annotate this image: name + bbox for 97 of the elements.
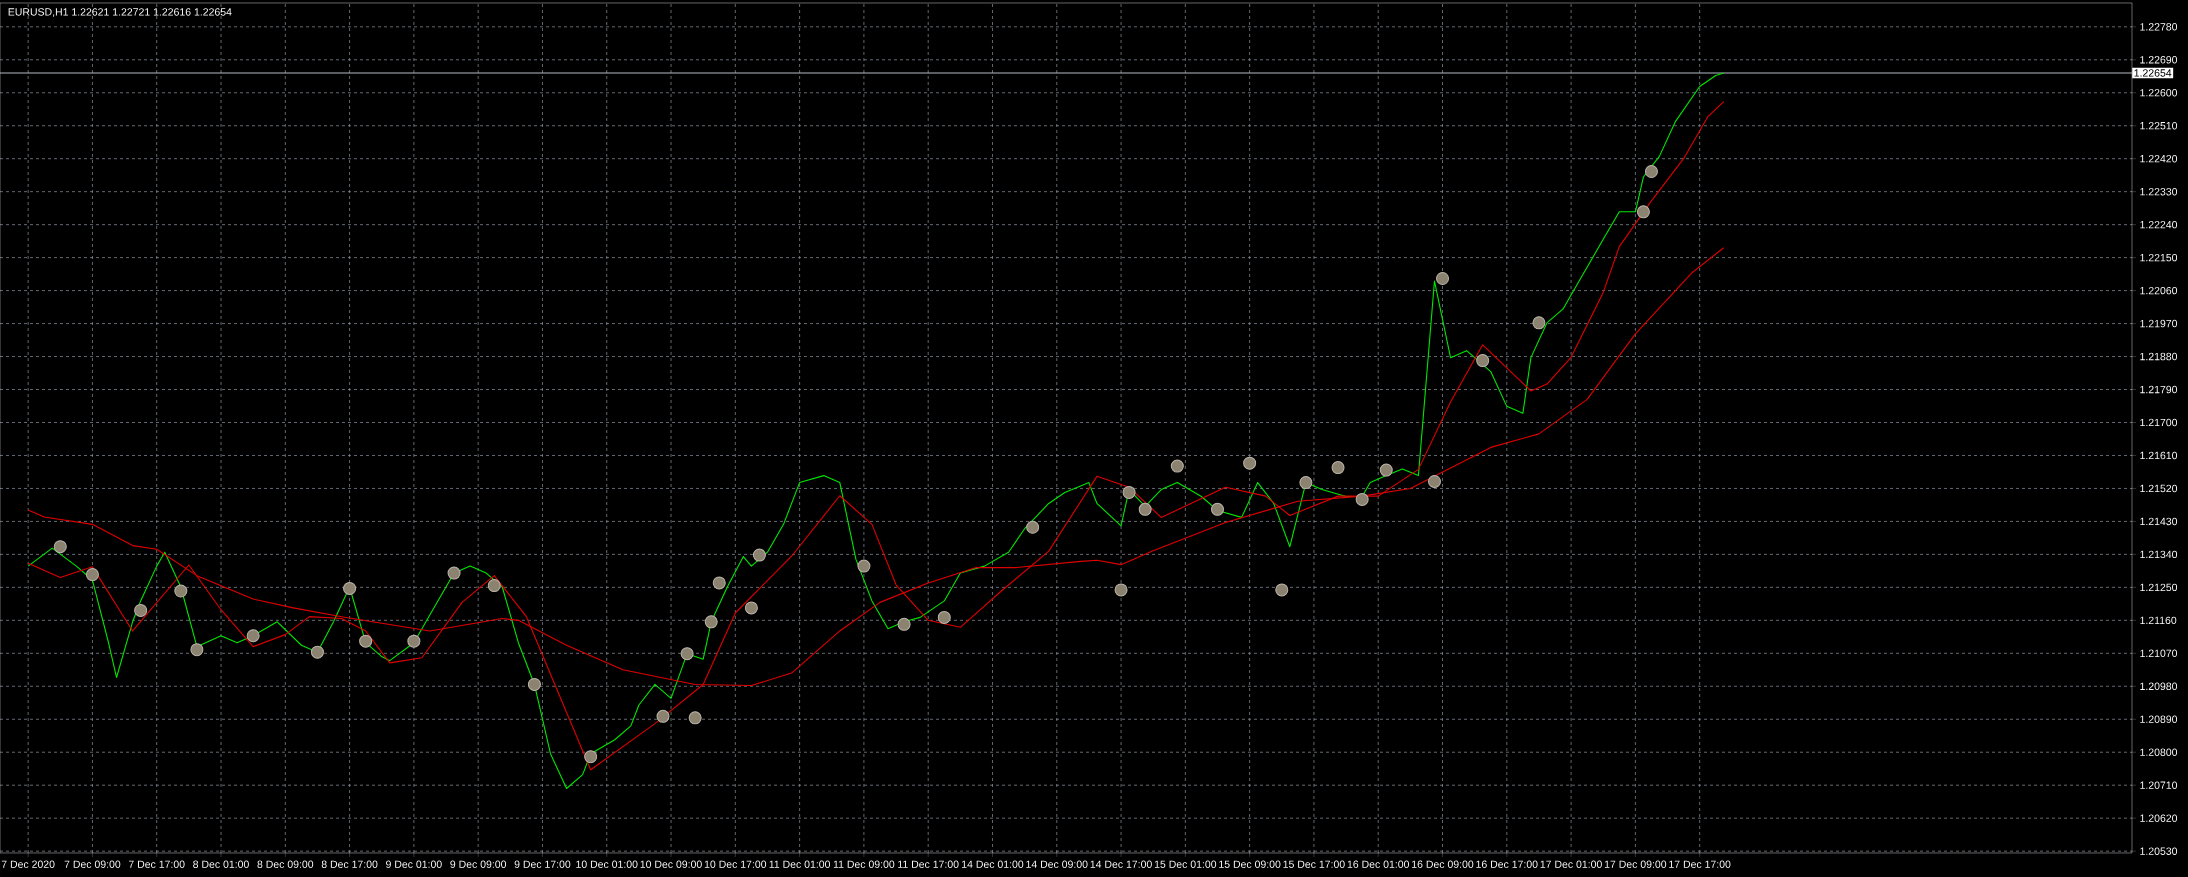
point xyxy=(1644,165,1658,179)
point xyxy=(1170,459,1184,473)
point xyxy=(447,566,461,580)
point xyxy=(1275,583,1289,597)
point xyxy=(857,559,871,573)
y-tick-label: 1.22420 xyxy=(2140,154,2178,163)
y-tick-label: 1.21430 xyxy=(2140,517,2178,526)
point xyxy=(527,677,541,691)
point xyxy=(246,629,260,643)
y-tick-label: 1.20620 xyxy=(2140,814,2178,822)
point xyxy=(937,610,951,624)
x-tick-label: 17 Dec 01:00 xyxy=(1540,860,1602,868)
point xyxy=(712,576,726,590)
point xyxy=(1636,205,1650,219)
point xyxy=(1299,476,1313,490)
point xyxy=(1026,520,1040,534)
point xyxy=(1532,316,1546,330)
x-tick-label: 9 Dec 01:00 xyxy=(386,860,442,868)
point xyxy=(134,603,148,617)
x-tick-label: 16 Dec 09:00 xyxy=(1412,860,1474,868)
ref-line-label: 1.22654 xyxy=(2134,69,2172,77)
y-tick-label: 1.20530 xyxy=(2140,847,2178,855)
y-tick-label: 1.22510 xyxy=(2140,122,2178,130)
y-tick-label: 1.21520 xyxy=(2140,484,2178,493)
point xyxy=(1138,502,1152,516)
x-tick-label: 10 Dec 09:00 xyxy=(640,860,702,868)
point xyxy=(688,711,702,725)
y-tick-label: 1.21340 xyxy=(2140,550,2178,559)
y-tick-label: 1.21970 xyxy=(2140,319,2178,328)
y-tick-label: 1.21070 xyxy=(2140,649,2178,658)
point xyxy=(656,709,670,723)
x-tick-label: 14 Dec 17:00 xyxy=(1090,860,1152,868)
y-tick-label: 1.22600 xyxy=(2140,89,2178,97)
point xyxy=(310,645,324,659)
point xyxy=(1210,502,1224,516)
point xyxy=(85,568,99,582)
x-tick-label: 14 Dec 01:00 xyxy=(962,860,1024,868)
x-tick-label: 10 Dec 01:00 xyxy=(576,860,638,868)
x-tick-label: 9 Dec 17:00 xyxy=(514,860,571,868)
point xyxy=(190,643,204,657)
y-tick-label: 1.21700 xyxy=(2140,418,2178,427)
y-tick-label: 1.22240 xyxy=(2140,220,2178,229)
point xyxy=(704,615,718,629)
point xyxy=(752,548,766,562)
point xyxy=(1436,272,1450,285)
point xyxy=(1355,492,1369,506)
point xyxy=(1331,461,1345,475)
y-tick-label: 1.20980 xyxy=(2140,682,2178,691)
x-tick-label: 10 Dec 17:00 xyxy=(704,860,767,868)
y-tick-label: 1.20710 xyxy=(2140,781,2178,789)
point xyxy=(1243,456,1257,470)
y-tick-label: 1.20800 xyxy=(2140,748,2178,756)
y-tick-label: 1.20890 xyxy=(2140,715,2178,723)
point xyxy=(53,540,67,554)
point xyxy=(1122,485,1136,499)
chart-title: EURUSD,H1 1.22621 1.22721 1.22616 1.22654 xyxy=(8,8,232,17)
y-tick-label: 1.22780 xyxy=(2140,23,2178,31)
point xyxy=(584,750,598,764)
point xyxy=(1427,474,1441,488)
x-tick-label: 16 Dec 17:00 xyxy=(1476,860,1538,868)
y-tick-label: 1.22060 xyxy=(2140,286,2178,295)
x-tick-label: 8 Dec 01:00 xyxy=(193,860,249,868)
x-tick-label: 15 Dec 01:00 xyxy=(1154,860,1217,868)
point xyxy=(487,579,501,593)
point xyxy=(1379,463,1393,477)
y-tick-label: 1.22330 xyxy=(2140,187,2178,196)
x-tick-label: 7 Dec 09:00 xyxy=(64,860,121,868)
x-tick-label: 7 Dec 2020 xyxy=(1,860,55,868)
x-tick-label: 8 Dec 17:00 xyxy=(321,860,378,868)
y-tick-label: 1.21160 xyxy=(2140,616,2177,625)
point xyxy=(343,581,357,595)
y-tick-label: 1.22690 xyxy=(2140,56,2178,64)
point xyxy=(744,601,758,615)
point xyxy=(1114,583,1128,597)
x-tick-label: 15 Dec 17:00 xyxy=(1283,860,1345,868)
y-tick-label: 1.22150 xyxy=(2140,253,2178,262)
y-tick-label: 1.21610 xyxy=(2140,451,2178,460)
x-tick-label: 17 Dec 17:00 xyxy=(1669,860,1731,868)
y-tick-label: 1.21790 xyxy=(2140,385,2178,394)
point xyxy=(174,584,188,598)
point xyxy=(359,634,373,648)
point xyxy=(407,634,421,648)
y-tick-label: 1.21880 xyxy=(2140,352,2178,361)
x-tick-label: 11 Dec 01:00 xyxy=(769,860,831,868)
x-tick-label: 11 Dec 17:00 xyxy=(898,860,959,868)
x-tick-label: 7 Dec 17:00 xyxy=(128,860,185,868)
x-tick-label: 16 Dec 01:00 xyxy=(1347,860,1410,868)
x-tick-label: 8 Dec 09:00 xyxy=(257,860,314,868)
x-tick-label: 9 Dec 09:00 xyxy=(450,860,507,868)
y-tick-label: 1.21250 xyxy=(2140,583,2178,592)
point xyxy=(680,647,694,661)
x-tick-label: 14 Dec 09:00 xyxy=(1026,860,1088,868)
x-tick-label: 17 Dec 09:00 xyxy=(1604,860,1667,868)
point xyxy=(897,617,911,631)
x-tick-label: 11 Dec 09:00 xyxy=(833,860,895,868)
point xyxy=(1476,354,1490,368)
x-tick-label: 15 Dec 09:00 xyxy=(1219,860,1281,868)
